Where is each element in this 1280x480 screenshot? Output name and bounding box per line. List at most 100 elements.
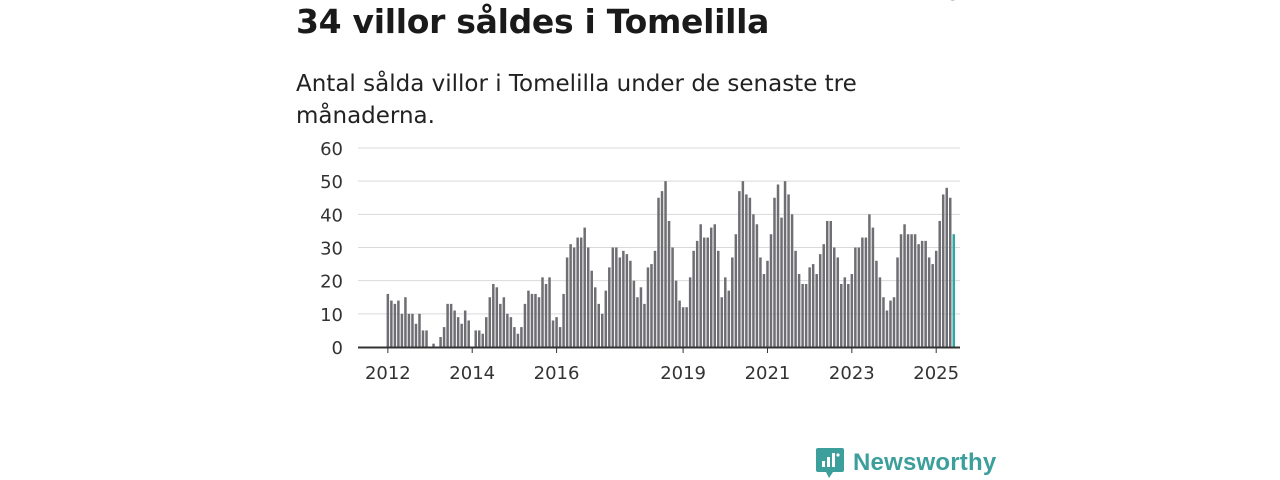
bar — [731, 257, 734, 347]
bar — [537, 297, 541, 347]
bar — [949, 197, 952, 347]
bar — [467, 320, 470, 347]
bar — [513, 327, 516, 347]
bar — [878, 277, 882, 347]
bar — [460, 323, 463, 347]
y-tick-label: 30 — [320, 239, 343, 260]
bar — [917, 244, 920, 347]
x-tick-label: 2012 — [365, 363, 411, 384]
y-tick-label: 60 — [320, 139, 343, 160]
bar — [456, 317, 460, 347]
bar — [692, 250, 695, 347]
bar — [474, 330, 477, 347]
x-tick-label: 2021 — [745, 363, 791, 384]
bar — [572, 247, 576, 347]
bar — [558, 327, 562, 347]
x-tick-label: 2016 — [534, 363, 580, 384]
bar — [604, 290, 608, 347]
bar — [899, 234, 903, 347]
bar — [906, 234, 910, 347]
bar — [597, 303, 600, 347]
bar — [931, 264, 934, 347]
y-tick-label: 0 — [332, 338, 343, 359]
y-tick-label: 20 — [320, 272, 343, 293]
bar — [646, 267, 650, 347]
bar — [773, 197, 776, 347]
bar — [706, 237, 709, 347]
bar — [523, 303, 527, 347]
bar — [815, 274, 818, 347]
bar — [421, 330, 425, 347]
bar-highlight — [952, 234, 956, 347]
bar — [699, 224, 702, 347]
bar — [439, 337, 442, 347]
bar — [843, 277, 847, 347]
bar — [720, 297, 724, 347]
bar — [576, 237, 579, 347]
bar — [903, 224, 906, 347]
bar — [664, 181, 667, 347]
bar — [671, 247, 674, 347]
bar — [432, 343, 435, 347]
x-tick-label: 2014 — [449, 363, 495, 384]
newsworthy-logo[interactable]: Newsworthy — [815, 446, 996, 480]
bar — [625, 254, 629, 347]
bar — [390, 300, 393, 347]
annotation-label: 34 — [948, 0, 972, 5]
x-tick-label: 2019 — [660, 363, 706, 384]
bar — [636, 297, 639, 347]
bar — [541, 277, 544, 347]
bar — [593, 287, 597, 347]
bar — [727, 290, 731, 347]
bar — [506, 313, 509, 347]
bar — [889, 300, 892, 347]
bar — [920, 240, 924, 347]
bar — [913, 234, 917, 347]
bar — [449, 303, 453, 347]
bar — [590, 270, 593, 347]
bar — [752, 214, 755, 347]
bar — [734, 234, 738, 347]
bar — [499, 303, 502, 347]
bar — [643, 303, 646, 347]
bar — [938, 220, 941, 347]
bar — [945, 187, 948, 347]
chart-subtitle: Antal sålda villor i Tomelilla under de … — [296, 71, 857, 129]
bar — [579, 237, 583, 347]
bar — [857, 247, 861, 347]
bar — [885, 310, 889, 347]
bar — [622, 250, 625, 347]
y-tick-label: 40 — [320, 205, 343, 226]
bar — [544, 283, 548, 347]
bar — [516, 333, 520, 347]
bar — [709, 227, 713, 347]
bar — [477, 330, 481, 347]
bar — [629, 260, 632, 347]
bar — [748, 197, 752, 347]
bar — [787, 194, 790, 347]
bar — [864, 237, 868, 347]
bar — [934, 250, 938, 347]
bar — [850, 274, 854, 347]
newsworthy-logo-icon — [816, 448, 844, 478]
bar — [854, 247, 857, 347]
bar — [822, 244, 825, 347]
bar — [738, 191, 741, 347]
bar — [804, 283, 808, 347]
bar — [762, 274, 766, 347]
bar — [797, 274, 801, 347]
bar — [569, 244, 572, 347]
bar — [896, 257, 899, 347]
bar — [650, 264, 653, 347]
bar — [492, 283, 495, 347]
bar — [717, 250, 720, 347]
bar — [875, 260, 878, 347]
bar — [411, 313, 414, 347]
x-tick-label: 2025 — [913, 363, 959, 384]
bar — [818, 254, 822, 347]
bar — [527, 290, 530, 347]
bar — [829, 220, 832, 347]
bar — [910, 234, 913, 347]
bar — [702, 237, 706, 347]
